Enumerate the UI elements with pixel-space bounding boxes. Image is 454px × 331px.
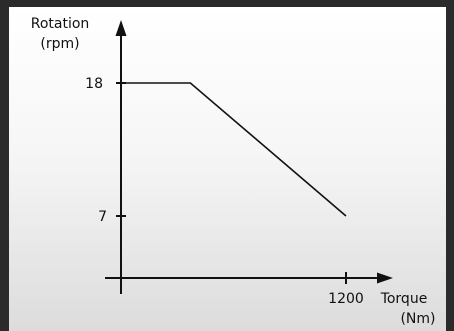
y-axis-title-line2: (rpm) — [40, 36, 79, 52]
series-line — [122, 82, 347, 217]
x-axis-arrow-icon — [377, 272, 393, 284]
y-axis-title-line1: Rotation — [31, 16, 90, 32]
y-tick-label-18: 18 — [85, 76, 103, 92]
x-axis-title-line1: Torque — [380, 291, 428, 307]
y-tick-label-7: 7 — [98, 209, 107, 225]
x-tick-label-1200: 1200 — [328, 291, 364, 307]
y-axis-arrow-icon — [115, 20, 127, 36]
x-axis-title-line2: (Nm) — [400, 311, 435, 327]
